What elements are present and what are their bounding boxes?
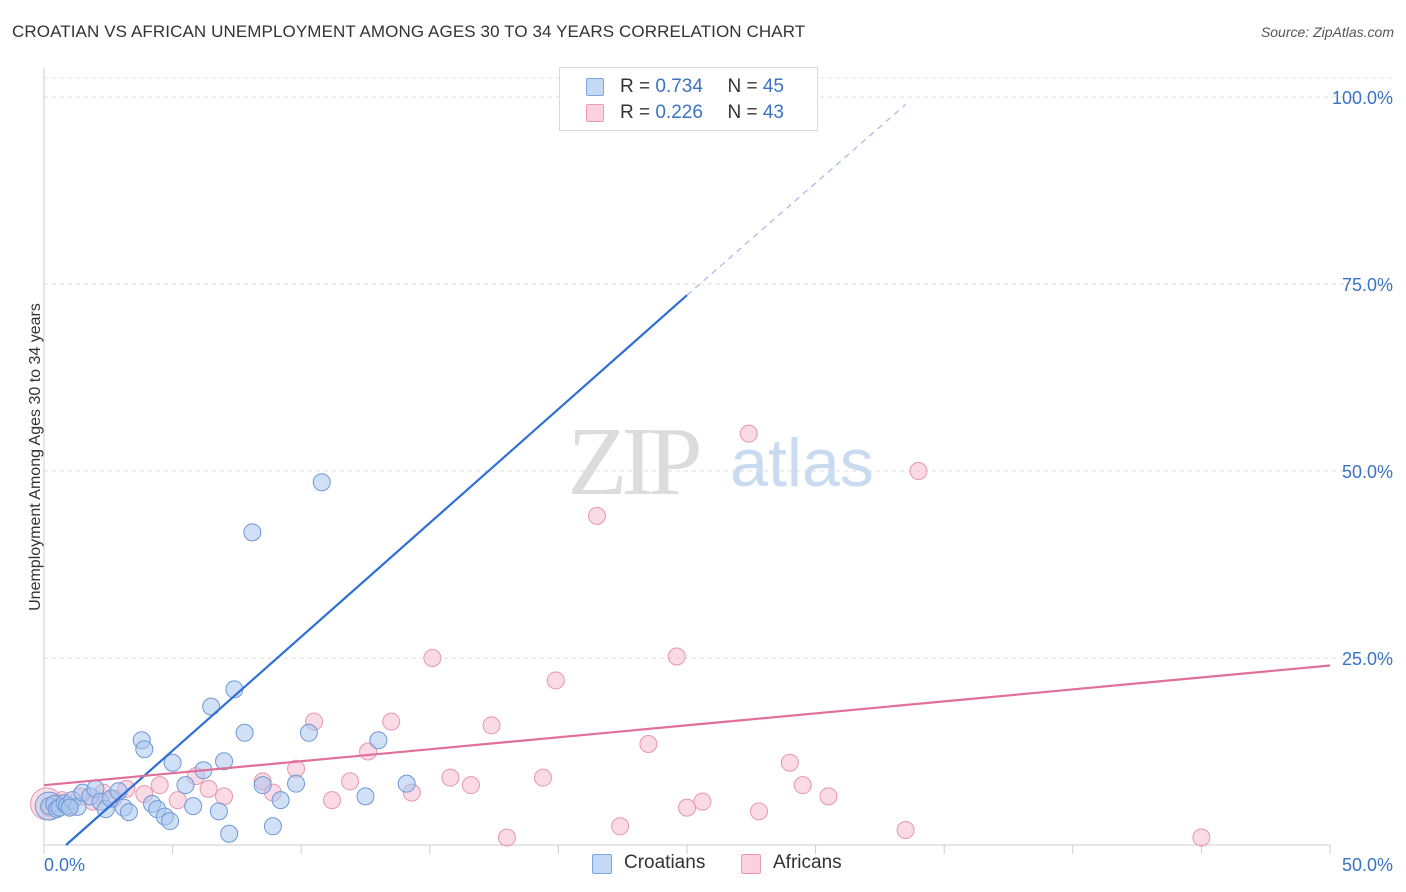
croatians-point	[243, 523, 262, 542]
legend-n-label: N =	[727, 76, 763, 97]
africans-swatch	[586, 104, 604, 122]
africans-point	[323, 791, 342, 810]
croatians-legend-label: Croatians	[624, 852, 706, 873]
croatians-legend-swatch	[592, 854, 612, 874]
africans-legend-label: Africans	[773, 852, 842, 873]
africans-point	[693, 792, 712, 811]
africans-point	[611, 817, 630, 836]
croatians-point	[253, 776, 272, 795]
croatians-trendline-extension	[686, 104, 907, 296]
africans-point	[199, 779, 218, 798]
croatians-point	[356, 787, 375, 806]
croatians-point	[184, 797, 203, 816]
croatians-point	[215, 752, 234, 771]
croatians-point	[235, 723, 254, 742]
y-tick-label: 25.0%	[1342, 649, 1393, 669]
africans-point	[341, 772, 360, 791]
africans-trendline	[43, 664, 1331, 787]
africans-point	[750, 802, 769, 821]
africans-point	[546, 671, 565, 690]
source-label: Source: ZipAtlas.com	[1260, 24, 1394, 40]
croatians-point	[369, 731, 388, 750]
africans-point	[909, 462, 928, 480]
croatians-point	[119, 803, 138, 822]
x-tick-label: 50.0%	[1342, 855, 1393, 875]
legend-r-value-croatians: 0.734	[655, 76, 703, 97]
chart-title: CROATIAN VS AFRICAN UNEMPLOYMENT AMONG A…	[12, 22, 806, 41]
y-tick-label: 75.0%	[1342, 275, 1393, 295]
africans-point	[150, 776, 169, 795]
croatians-point	[263, 817, 282, 836]
croatians-point	[397, 774, 416, 793]
croatians-point	[135, 740, 154, 759]
y-tick-label: 50.0%	[1342, 462, 1393, 482]
africans-point	[739, 424, 758, 443]
africans-point	[382, 712, 401, 731]
legend-r-label: R =	[620, 102, 656, 123]
africans-point	[587, 506, 606, 525]
africans-point	[168, 791, 187, 810]
legend-box: R = 0.734 N = 45 R = 0.226 N = 43	[559, 67, 818, 131]
croatians-point	[163, 753, 182, 772]
africans-point	[482, 716, 501, 735]
trendlines	[43, 104, 1331, 846]
legend-r-label: R =	[620, 76, 656, 97]
africans-point	[793, 776, 812, 795]
africans-point	[1192, 828, 1211, 847]
croatians-point	[161, 812, 180, 831]
croatians-point	[209, 802, 228, 821]
africans-legend-swatch	[741, 854, 761, 874]
croatians-trendline	[65, 294, 688, 846]
croatians-point	[220, 824, 239, 843]
africans-point	[678, 798, 696, 817]
africans-point	[497, 828, 516, 847]
ticks: 100.0% 75.0% 50.0% 25.0% 0.0% 50.0%	[44, 88, 1393, 875]
croatians-point	[287, 774, 306, 793]
croatians-swatch	[586, 78, 604, 96]
axes	[43, 68, 1331, 854]
watermark-zip: ZIP	[568, 408, 699, 516]
croatians-point	[299, 723, 318, 742]
africans-point	[215, 787, 234, 806]
africans-point	[461, 776, 480, 795]
africans-point	[780, 753, 799, 772]
legend-n-value-croatians: 45	[762, 76, 784, 97]
croatians-point	[271, 791, 290, 810]
africans-point	[423, 649, 442, 667]
africans-point	[639, 735, 658, 754]
legend-n-label: N =	[727, 102, 763, 123]
croatians-point	[312, 473, 331, 492]
x-tick-label: 0.0%	[44, 855, 85, 875]
africans-point	[441, 768, 460, 787]
africans-point	[533, 768, 552, 787]
legend-r-value-africans: 0.226	[655, 102, 703, 123]
legend-n-value-africans: 43	[762, 102, 784, 123]
gridlines	[44, 77, 1394, 659]
croatians-points	[34, 88, 619, 843]
africans-point	[896, 821, 915, 840]
africans-point	[819, 787, 838, 806]
watermark: ZIP atlas	[568, 408, 874, 516]
africans-point	[667, 647, 686, 666]
croatians-point	[176, 776, 195, 795]
y-tick-label: 100.0%	[1332, 88, 1393, 108]
croatians-point	[60, 798, 79, 817]
